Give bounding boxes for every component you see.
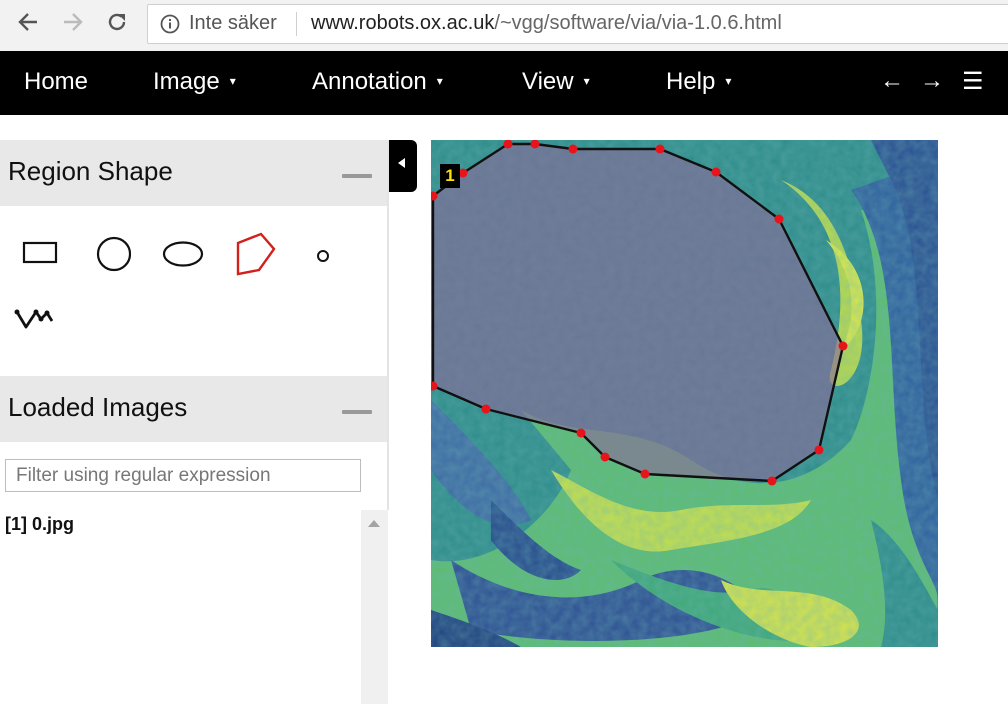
- image-index: [1]: [5, 514, 27, 534]
- ellipse-shape-button[interactable]: [155, 230, 209, 274]
- top-menu-bar: Home Image ▾ Annotation ▾ View ▾ Help ▾ ← → …: [0, 51, 1008, 115]
- vertex-handle[interactable]: [711, 167, 721, 177]
- point-shape-button[interactable]: [308, 240, 338, 270]
- url-path: /~vgg/software/via/via-1.0.6.html: [494, 12, 782, 34]
- polygon-icon: [236, 232, 276, 276]
- vertex-handle[interactable]: [767, 476, 777, 486]
- image-filename: 0.jpg: [32, 514, 75, 534]
- url-host: www.robots.ox.ac.uk: [311, 12, 495, 34]
- vertex-handle[interactable]: [530, 139, 540, 149]
- polygon-shape-button[interactable]: [224, 225, 280, 281]
- vertex-handle[interactable]: [838, 341, 848, 351]
- hamburger-menu-icon[interactable]: ☰: [962, 68, 984, 95]
- vertex-handle[interactable]: [774, 214, 784, 224]
- ellipse-icon: [162, 241, 204, 267]
- menu-annotation[interactable]: Annotation ▾: [312, 68, 443, 96]
- menu-annotation-label: Annotation: [312, 68, 427, 95]
- caret-down-icon: ▾: [436, 74, 443, 88]
- browser-toolbar: Inte säker www.robots.ox.ac.uk/~vgg/soft…: [0, 0, 1008, 51]
- vertex-handle[interactable]: [655, 144, 665, 154]
- rect-shape-button[interactable]: [14, 230, 64, 274]
- polyline-icon: [14, 309, 54, 329]
- menu-help[interactable]: Help ▾: [666, 68, 731, 96]
- menu-home[interactable]: Home: [24, 68, 88, 96]
- region-shape-header[interactable]: Region Shape: [0, 140, 388, 206]
- panel-divider: [387, 140, 389, 510]
- polyline-shape-button[interactable]: [10, 298, 60, 338]
- menu-image[interactable]: Image ▾: [153, 68, 236, 96]
- annotation-canvas[interactable]: [428, 139, 938, 647]
- image-list: [1] 0.jpg: [0, 510, 362, 704]
- arrow-right-icon: [64, 13, 83, 31]
- point-icon: [317, 250, 329, 262]
- scroll-up-arrow-icon[interactable]: [368, 520, 380, 527]
- region-id-label: 1: [440, 164, 460, 188]
- menu-view-label: View: [522, 68, 574, 95]
- security-status-text[interactable]: Inte säker: [189, 12, 277, 34]
- prev-image-button[interactable]: ←: [880, 67, 904, 94]
- caret-down-icon: ▾: [229, 74, 236, 88]
- vertex-handle[interactable]: [640, 469, 650, 479]
- url-text[interactable]: www.robots.ox.ac.uk/~vgg/software/via/vi…: [311, 12, 782, 35]
- circle-icon: [96, 236, 131, 272]
- menu-view[interactable]: View ▾: [522, 68, 590, 96]
- vertex-handle[interactable]: [600, 452, 610, 462]
- arrow-left-icon: [18, 13, 37, 31]
- collapse-icon[interactable]: [342, 410, 372, 414]
- caret-down-icon: ▾: [583, 74, 590, 88]
- vertex-handle[interactable]: [428, 191, 438, 201]
- circle-shape-button[interactable]: [86, 230, 136, 274]
- vertex-handle[interactable]: [458, 168, 468, 178]
- address-bar[interactable]: Inte säker www.robots.ox.ac.uk/~vgg/soft…: [147, 4, 1008, 44]
- collapse-icon[interactable]: [342, 174, 372, 178]
- vertex-handle[interactable]: [503, 139, 513, 149]
- next-image-button[interactable]: →: [920, 67, 944, 94]
- menu-image-label: Image: [153, 68, 220, 95]
- triangle-left-icon: [398, 158, 405, 168]
- rectangle-icon: [22, 241, 58, 264]
- omnibox-separator: [296, 12, 297, 36]
- image-list-scrollbar[interactable]: [361, 510, 388, 704]
- menu-home-label: Home: [24, 68, 89, 95]
- menu-help-label: Help: [666, 68, 716, 95]
- image-list-item[interactable]: [1] 0.jpg: [5, 514, 74, 535]
- forward-button[interactable]: [57, 6, 89, 38]
- vertex-handle[interactable]: [576, 428, 586, 438]
- loaded-images-title: Loaded Images: [8, 392, 188, 422]
- image-filter-input[interactable]: [5, 459, 361, 492]
- toggle-left-panel-button[interactable]: [389, 140, 417, 192]
- polygon-vertices[interactable]: [428, 139, 848, 486]
- loaded-images-header[interactable]: Loaded Images: [0, 376, 388, 442]
- vertex-handle[interactable]: [481, 404, 491, 414]
- reload-icon: [108, 13, 126, 31]
- vertex-handle[interactable]: [428, 381, 438, 391]
- polygon-region[interactable]: [428, 139, 848, 486]
- vertex-handle[interactable]: [814, 445, 824, 455]
- reload-button[interactable]: [101, 6, 133, 38]
- info-circle-icon[interactable]: [160, 14, 180, 34]
- back-button[interactable]: [12, 6, 44, 38]
- region-shape-title: Region Shape: [8, 156, 173, 186]
- vertex-handle[interactable]: [568, 144, 578, 154]
- caret-down-icon: ▾: [725, 74, 732, 88]
- image-with-regions[interactable]: [428, 139, 938, 647]
